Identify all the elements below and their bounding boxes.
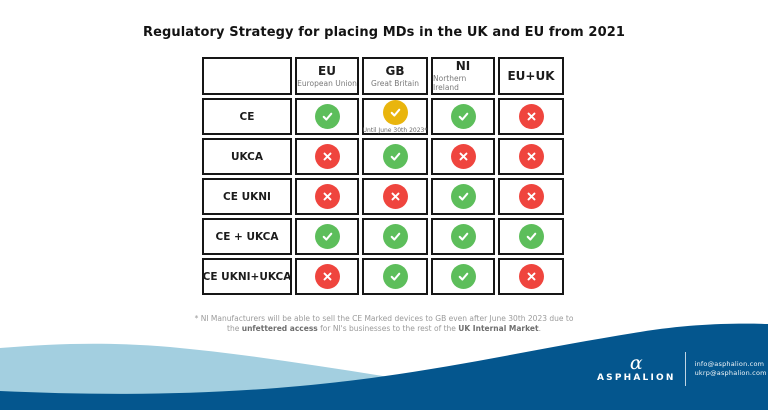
column-header-eu: EU European Union — [295, 57, 359, 95]
matrix-cell — [362, 178, 428, 215]
column-header-gb: GB Great Britain — [362, 57, 428, 95]
check-icon — [518, 224, 544, 249]
matrix-cell — [431, 218, 495, 255]
cell-note: Until June 30th 2023* — [362, 126, 428, 134]
check-icon — [382, 99, 408, 125]
matrix-cell — [295, 218, 359, 255]
email-ukrp: ukrp@asphalion.com — [694, 369, 767, 377]
matrix-cell — [498, 178, 564, 215]
matrix-cell — [295, 258, 359, 295]
check-icon — [450, 184, 476, 209]
row-label: CE — [202, 98, 292, 135]
matrix-cell — [362, 138, 428, 175]
matrix-cell — [498, 138, 564, 175]
column-code: EU+UK — [507, 68, 555, 83]
regulatory-matrix-table: EU European Union GB Great Britain NI Norther… — [202, 57, 564, 295]
check-icon — [314, 104, 340, 129]
footnote-segment: for NI's businesses to the rest of the — [317, 324, 459, 333]
page-title: Regulatory Strategy for placing MDs in t… — [142, 25, 626, 40]
column-code: GB — [385, 63, 405, 78]
footnote-line2: the unfettered access for NI's businesse… — [227, 324, 541, 333]
email-info: info@asphalion.com — [694, 360, 765, 368]
column-subtitle: Great Britain — [371, 78, 419, 88]
cross-icon — [314, 144, 340, 169]
check-icon — [382, 144, 408, 169]
footnote-segment: . — [538, 324, 541, 333]
row-label: UKCA — [202, 138, 292, 175]
footer-waves — [0, 323, 768, 410]
matrix-cell: Until June 30th 2023* — [362, 98, 428, 135]
row-label: CE UKNI — [202, 178, 292, 215]
corner-cell — [202, 57, 292, 95]
matrix-cell — [431, 138, 495, 175]
column-subtitle: Northern Ireland — [433, 74, 467, 92]
cross-icon — [314, 264, 340, 289]
column-code: NI — [455, 59, 471, 73]
matrix-cell — [431, 98, 495, 135]
contact-emails: info@asphalion.com ukrp@asphalion.com — [695, 360, 767, 378]
footer-brand: α ASPHALION info@asphalion.com ukrp@asph… — [597, 352, 767, 386]
footnote-line1: * NI Manufacturers will be able to sell … — [194, 314, 574, 323]
wave-dark — [0, 323, 768, 410]
check-icon — [450, 264, 476, 289]
matrix-cell — [362, 258, 428, 295]
cross-icon — [518, 264, 544, 289]
brand-name: ASPHALION — [597, 373, 676, 383]
check-icon — [450, 224, 476, 249]
column-code: EU — [318, 63, 336, 78]
matrix-cell — [498, 218, 564, 255]
check-icon — [450, 104, 476, 129]
cross-icon — [518, 104, 544, 129]
column-header-eu-uk: EU+UK — [498, 57, 564, 95]
matrix-cell — [431, 258, 495, 295]
logo-divider — [684, 352, 686, 386]
column-subtitle: European Union — [297, 78, 357, 88]
cross-icon — [518, 144, 544, 169]
footnote: * NI Manufacturers will be able to sell … — [134, 314, 634, 334]
check-icon — [382, 264, 408, 289]
asphalion-logo: α ASPHALION — [597, 352, 676, 384]
matrix-cell — [431, 178, 495, 215]
matrix-cell — [295, 98, 359, 135]
footnote-bold-segment: UK Internal Market — [458, 324, 539, 333]
row-label: CE UKNI+UKCA — [202, 258, 292, 295]
row-label: CE + UKCA — [202, 218, 292, 255]
alpha-logo-icon: α — [629, 352, 643, 374]
footnote-segment: the — [227, 324, 242, 333]
matrix-cell — [295, 178, 359, 215]
cross-icon — [518, 184, 544, 209]
matrix-cell — [295, 138, 359, 175]
cross-icon — [382, 184, 408, 209]
check-icon — [382, 224, 408, 249]
footnote-bold-segment: unfettered access — [241, 324, 318, 333]
matrix-cell — [362, 218, 428, 255]
cross-icon — [314, 184, 340, 209]
check-icon — [314, 224, 340, 249]
column-header-ni: NI Northern Ireland — [431, 57, 495, 95]
matrix-cell — [498, 258, 564, 295]
cross-icon — [450, 144, 476, 169]
matrix-cell — [498, 98, 564, 135]
